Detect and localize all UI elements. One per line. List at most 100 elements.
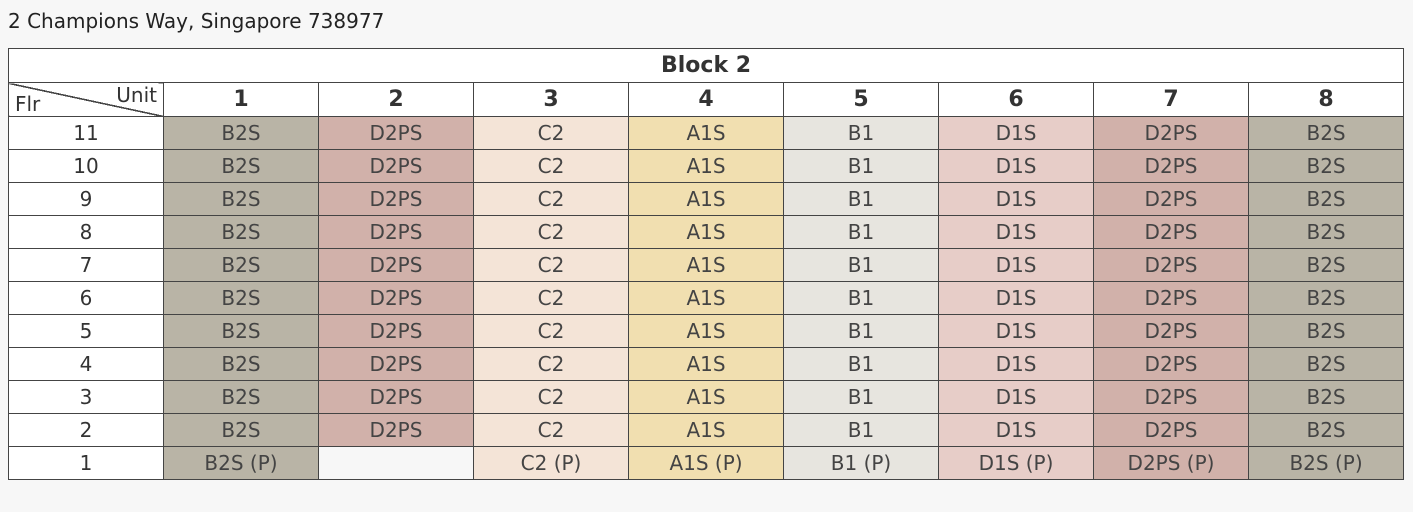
table-row: 2 B2S D2PS C2 A1S B1 D1S D2PS B2S — [8, 413, 1405, 447]
unit-header-8: 8 — [1247, 82, 1405, 117]
unit-type-cell: B2S — [163, 314, 319, 348]
stack-body: 11 B2S D2PS C2 A1S B1 D1S D2PS B2S 10 B2S D2PS C2 A1S… — [8, 116, 1405, 480]
corner-header: Unit Flr — [8, 82, 164, 117]
unit-type-cell: B1 — [783, 248, 939, 282]
unit-type-cell: D1S — [938, 149, 1094, 183]
unit-type-cell: D2PS — [1093, 314, 1249, 348]
unit-type-cell: B2S (P) — [163, 446, 319, 480]
floor-label: 8 — [8, 215, 164, 249]
unit-type-cell: D1S — [938, 347, 1094, 381]
unit-type-cell: B1 — [783, 182, 939, 216]
unit-type-cell: B1 — [783, 281, 939, 315]
unit-type-cell: C2 — [473, 281, 629, 315]
table-row: 11 B2S D2PS C2 A1S B1 D1S D2PS B2S — [8, 116, 1405, 150]
unit-type-cell: B2S — [1247, 248, 1405, 282]
unit-type-cell: B1 (P) — [783, 446, 939, 480]
unit-type-cell: C2 — [473, 215, 629, 249]
unit-type-cell: B2S — [1247, 314, 1405, 348]
unit-type-cell: C2 — [473, 314, 629, 348]
unit-type-cell: D2PS — [1093, 347, 1249, 381]
unit-type-cell: A1S — [628, 149, 784, 183]
unit-type-cell: B2S (P) — [1247, 446, 1405, 480]
unit-type-cell: B2S — [1247, 182, 1405, 216]
unit-type-cell: B2S — [163, 215, 319, 249]
unit-type-cell: C2 (P) — [473, 446, 629, 480]
unit-type-cell: C2 — [473, 248, 629, 282]
floor-label: 7 — [8, 248, 164, 282]
unit-type-cell: B2S — [163, 281, 319, 315]
unit-type-cell: B2S — [1247, 281, 1405, 315]
unit-type-cell: A1S — [628, 215, 784, 249]
unit-type-cell: D2PS — [1093, 215, 1249, 249]
unit-type-cell: B2S — [163, 149, 319, 183]
unit-type-cell: D2PS — [318, 149, 474, 183]
unit-type-cell: D2PS — [318, 314, 474, 348]
unit-type-cell: D2PS — [1093, 413, 1249, 447]
unit-header-1: 1 — [163, 82, 319, 117]
block-title: Block 2 — [7, 48, 1405, 83]
unit-type-cell: D2PS — [318, 281, 474, 315]
unit-type-cell: D2PS — [1093, 248, 1249, 282]
floor-label: 2 — [8, 413, 164, 447]
unit-type-cell: D1S (P) — [938, 446, 1094, 480]
address-line: 2 Champions Way, Singapore 738977 — [8, 9, 385, 33]
unit-type-cell: D1S — [938, 182, 1094, 216]
unit-cell-empty — [318, 446, 474, 480]
floor-label: 1 — [8, 446, 164, 480]
unit-type-cell: D1S — [938, 314, 1094, 348]
unit-type-cell: A1S — [628, 347, 784, 381]
unit-type-cell: C2 — [473, 347, 629, 381]
floor-label: 9 — [8, 182, 164, 216]
unit-type-cell: A1S — [628, 182, 784, 216]
unit-type-cell: D1S — [938, 380, 1094, 414]
unit-header-6: 6 — [938, 82, 1094, 117]
unit-header-2: 2 — [318, 82, 474, 117]
unit-type-cell: B2S — [163, 116, 319, 150]
corner-unit-label: Unit — [116, 83, 157, 108]
unit-type-cell: B1 — [783, 413, 939, 447]
unit-type-cell: C2 — [473, 149, 629, 183]
unit-type-cell: B1 — [783, 380, 939, 414]
unit-type-cell: D2PS — [1093, 149, 1249, 183]
unit-type-cell: B2S — [163, 347, 319, 381]
unit-type-cell: D2PS — [318, 380, 474, 414]
unit-type-cell: D2PS — [1093, 380, 1249, 414]
unit-type-cell: D2PS — [318, 347, 474, 381]
table-row: 1 B2S (P) C2 (P) A1S (P) B1 (P) D1S (P) D2PS (… — [8, 446, 1405, 480]
unit-type-cell: D2PS — [1093, 182, 1249, 216]
unit-type-cell: A1S — [628, 380, 784, 414]
unit-type-cell: D1S — [938, 215, 1094, 249]
unit-type-cell: A1S — [628, 248, 784, 282]
unit-type-cell: B2S — [163, 380, 319, 414]
corner-floor-label: Flr — [15, 92, 41, 116]
table-row: 9 B2S D2PS C2 A1S B1 D1S D2PS B2S — [8, 182, 1405, 216]
unit-type-cell: D2PS — [318, 215, 474, 249]
unit-header-3: 3 — [473, 82, 629, 117]
unit-type-cell: D2PS (P) — [1093, 446, 1249, 480]
table-row: 5 B2S D2PS C2 A1S B1 D1S D2PS B2S — [8, 314, 1405, 348]
unit-type-cell: B2S — [163, 413, 319, 447]
unit-type-cell: B2S — [1247, 380, 1405, 414]
unit-type-cell: B2S — [1247, 116, 1405, 150]
table-row: 6 B2S D2PS C2 A1S B1 D1S D2PS B2S — [8, 281, 1405, 315]
unit-type-cell: B1 — [783, 149, 939, 183]
unit-header-7: 7 — [1093, 82, 1249, 117]
unit-type-cell: B2S — [1247, 149, 1405, 183]
table-row: 8 B2S D2PS C2 A1S B1 D1S D2PS B2S — [8, 215, 1405, 249]
unit-header-4: 4 — [628, 82, 784, 117]
unit-type-cell: D1S — [938, 281, 1094, 315]
unit-type-cell: D1S — [938, 248, 1094, 282]
unit-type-cell: D1S — [938, 116, 1094, 150]
unit-type-cell: D2PS — [318, 248, 474, 282]
unit-type-cell: B2S — [1247, 215, 1405, 249]
table-row: 10 B2S D2PS C2 A1S B1 D1S D2PS B2S — [8, 149, 1405, 183]
unit-type-cell: D2PS — [1093, 116, 1249, 150]
unit-type-cell: A1S — [628, 281, 784, 315]
floor-label: 5 — [8, 314, 164, 348]
unit-type-cell: B2S — [1247, 413, 1405, 447]
unit-type-cell: B1 — [783, 314, 939, 348]
unit-type-cell: B1 — [783, 116, 939, 150]
unit-type-cell: A1S — [628, 413, 784, 447]
unit-type-cell: A1S — [628, 116, 784, 150]
